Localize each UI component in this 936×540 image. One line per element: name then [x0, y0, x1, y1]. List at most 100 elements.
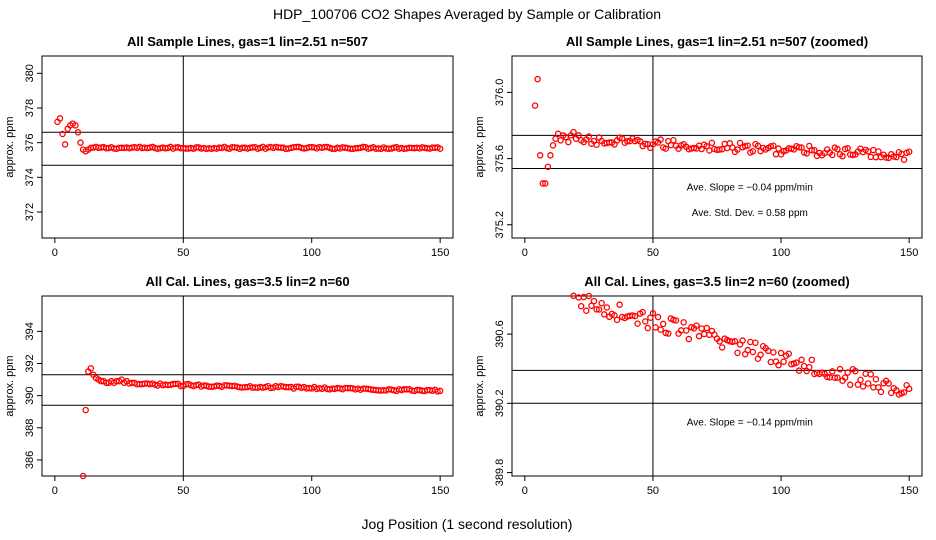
data-point — [585, 292, 593, 300]
data-point — [839, 152, 846, 160]
data-point — [888, 389, 895, 397]
data-point — [693, 322, 700, 329]
data-point — [798, 144, 805, 151]
data-point — [698, 325, 705, 332]
data-point — [877, 388, 885, 396]
data-point — [636, 138, 644, 145]
data-point — [680, 319, 687, 326]
data-point — [631, 312, 639, 320]
data-point — [644, 324, 652, 332]
y-tick-label: 376 — [24, 133, 36, 151]
data-point — [570, 128, 577, 136]
data-point — [718, 344, 726, 351]
figure-title: HDP_100706 CO2 Shapes Averaged by Sample… — [273, 6, 661, 22]
data-points — [570, 292, 913, 398]
data-point — [624, 138, 631, 145]
x-tick-label: 50 — [647, 247, 659, 259]
y-tick-label: 389.8 — [494, 459, 506, 487]
data-point — [616, 301, 623, 308]
data-point — [734, 146, 741, 153]
data-point — [72, 122, 79, 129]
data-point — [690, 144, 698, 152]
data-point — [767, 143, 775, 150]
plot-frame — [41, 295, 454, 477]
data-point — [575, 132, 582, 139]
data-point — [534, 75, 541, 83]
data-point — [659, 320, 667, 328]
x-tick-label: 150 — [431, 485, 449, 497]
data-point — [542, 180, 549, 187]
data-point — [703, 324, 711, 332]
data-point — [747, 338, 754, 346]
data-point — [59, 130, 66, 138]
data-point — [798, 356, 805, 364]
data-point — [857, 376, 864, 384]
x-tick-label: 0 — [522, 247, 528, 259]
x-tick-label: 50 — [177, 247, 189, 259]
data-point — [780, 358, 787, 365]
data-point — [79, 472, 87, 480]
plot-frame — [511, 295, 923, 477]
data-point — [862, 370, 869, 377]
data-point — [649, 310, 657, 317]
data-point — [665, 330, 672, 337]
data-point — [808, 146, 816, 154]
data-point — [847, 381, 854, 389]
data-point — [577, 302, 585, 310]
data-point — [652, 324, 659, 331]
data-point — [172, 380, 179, 388]
data-point — [808, 356, 816, 364]
data-point — [836, 365, 844, 373]
data-point — [87, 365, 95, 372]
data-point — [882, 154, 890, 161]
data-point — [900, 156, 908, 164]
y-axis-label: approx. ppm — [4, 116, 16, 177]
data-point — [434, 388, 441, 395]
data-point — [900, 389, 908, 396]
data-point — [642, 318, 649, 325]
panel-annotation: Ave. Slope = −0.14 ppm/min — [687, 418, 813, 429]
data-points — [54, 115, 444, 155]
data-point — [806, 363, 813, 371]
data-point — [729, 338, 736, 346]
data-point — [595, 306, 603, 313]
data-point — [803, 150, 810, 157]
data-point — [749, 148, 757, 155]
data-point — [811, 146, 818, 154]
data-points — [531, 75, 913, 187]
y-tick-label: 390 — [24, 386, 36, 404]
data-point — [706, 147, 713, 154]
data-point — [583, 307, 590, 314]
y-tick-label: 390.6 — [494, 320, 506, 348]
data-point — [867, 371, 875, 378]
data-point — [601, 311, 608, 318]
panel-title: All Sample Lines, gas=1 lin=2.51 n=507 (… — [566, 34, 868, 49]
data-point — [82, 406, 89, 414]
data-point — [642, 140, 649, 148]
data-point — [683, 327, 690, 334]
data-point — [831, 374, 839, 381]
data-point — [864, 380, 872, 387]
y-tick-label: 390.2 — [494, 390, 506, 418]
data-point — [867, 153, 875, 161]
data-point — [841, 374, 849, 381]
data-point — [580, 293, 588, 301]
data-point — [670, 316, 677, 324]
data-point — [785, 350, 793, 357]
data-point — [547, 152, 554, 159]
data-point — [731, 338, 739, 345]
chart-panel-1: All Sample Lines, gas=1 lin=2.51 n=507 0 5… — [4, 34, 454, 259]
panel-annotation: Ave. Std. Dev. = 0.58 ppm — [692, 208, 808, 219]
data-point — [834, 374, 841, 381]
panel-title: All Cal. Lines, gas=3.5 lin=2 n=60 — [145, 274, 349, 289]
data-point — [734, 349, 741, 357]
y-tick-label: 392 — [24, 354, 36, 372]
data-point — [770, 349, 777, 356]
data-point — [603, 304, 611, 311]
data-point — [754, 142, 762, 150]
x-tick-label: 150 — [431, 247, 449, 259]
data-point — [834, 145, 841, 153]
data-point — [629, 312, 636, 319]
data-point — [775, 145, 782, 152]
